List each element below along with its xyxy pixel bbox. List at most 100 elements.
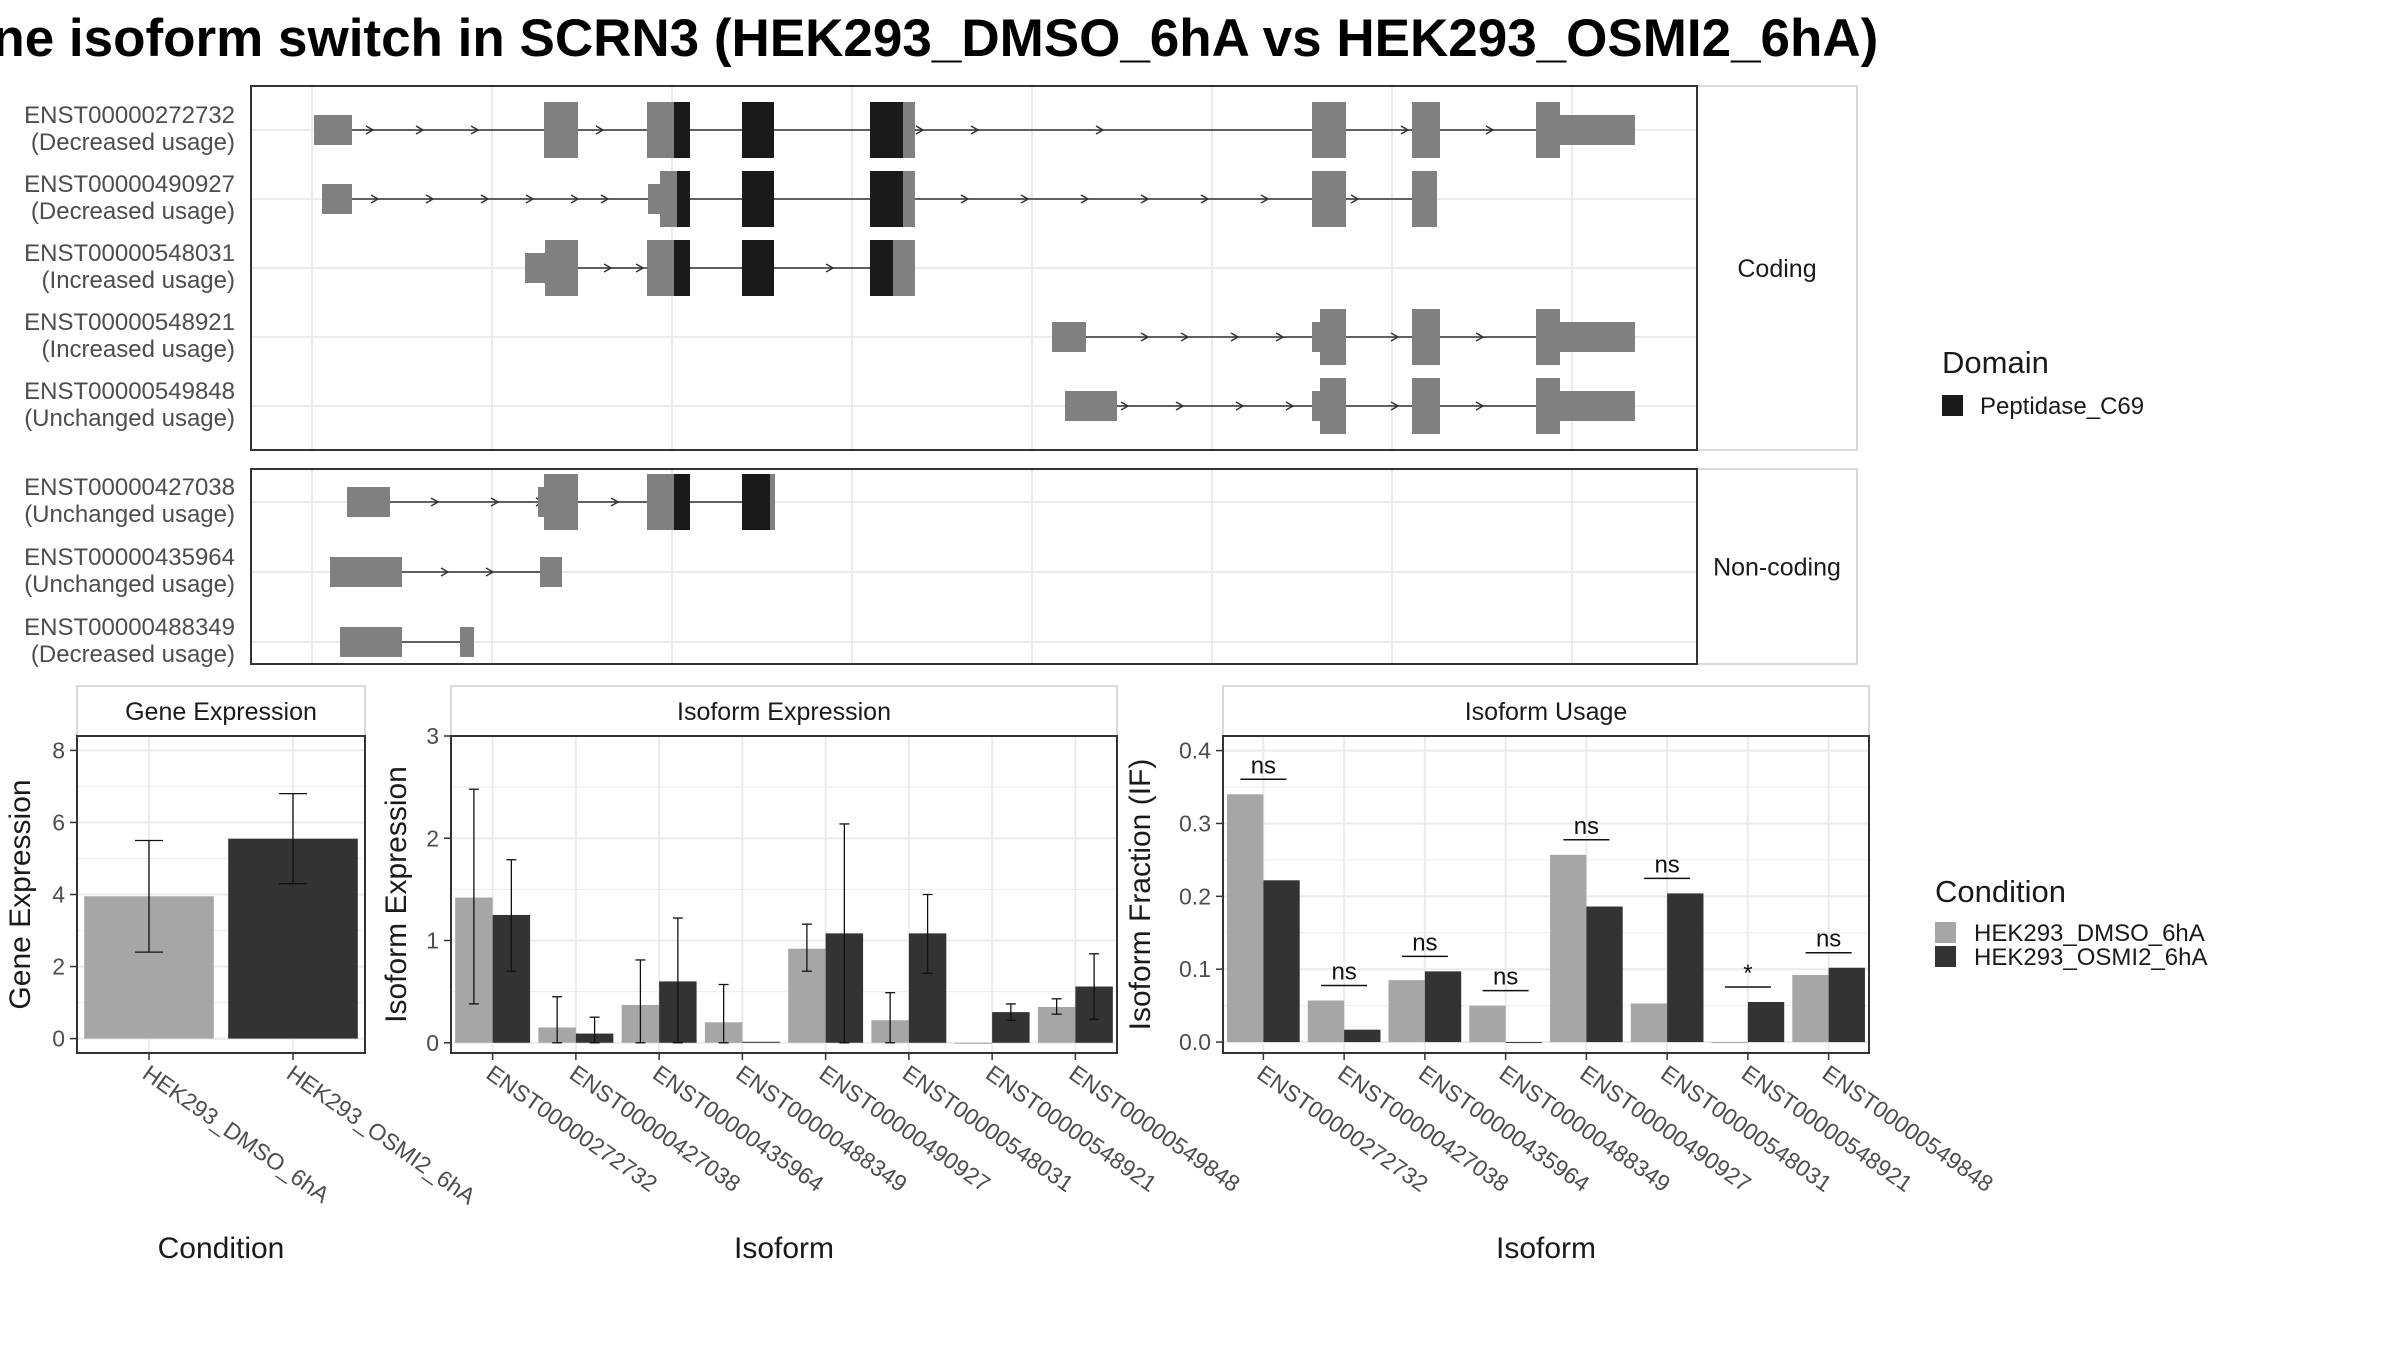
utr-exon [1065, 391, 1117, 421]
utr-exon [347, 487, 390, 517]
strand-arrow [425, 194, 435, 204]
utr-exon [322, 184, 352, 214]
bar [1307, 1000, 1345, 1043]
domain-legend-title: Domain [1942, 345, 2049, 380]
strand-arrow [1080, 194, 1090, 204]
strand-arrow [1200, 194, 1210, 204]
utr-exon [1560, 322, 1635, 352]
panel-strip [1222, 685, 1870, 737]
transcript-id-label: ENST00000488349 [24, 614, 235, 641]
strand-arrow [1175, 401, 1185, 411]
coding-exon [903, 171, 915, 227]
domain-exon [742, 474, 770, 530]
panel-strip [76, 685, 366, 737]
domain-exon [742, 171, 774, 227]
strand-arrow [1485, 125, 1495, 135]
bar [1667, 893, 1704, 1043]
strand-arrow [1095, 125, 1105, 135]
bar [742, 1041, 780, 1043]
condition-legend-key-dmso [1935, 922, 1956, 943]
strand-arrow [1285, 401, 1295, 411]
strand-arrow [915, 125, 925, 135]
transcript-id-label: ENST00000548031 [24, 240, 235, 267]
strand-arrow [1140, 332, 1150, 342]
x-axis-title: Condition [158, 1232, 285, 1265]
transcript-status-label: (Unchanged usage) [24, 501, 235, 528]
significance-label: ns [1251, 752, 1276, 779]
domain-legend-key [1942, 395, 1963, 416]
x-axis-title: Isoform [734, 1232, 834, 1265]
coding-strip-label: Coding [1737, 255, 1816, 283]
transcript-status-label: (Unchanged usage) [24, 405, 235, 432]
significance-label: ns [1412, 929, 1437, 956]
bar [1505, 1042, 1542, 1044]
transcript-status-label: (Decreased usage) [31, 198, 235, 225]
domain-legend-label: Peptidase_C69 [1980, 393, 2144, 420]
domain-exon [674, 240, 690, 296]
utr-exon [1560, 391, 1635, 421]
strand-arrow [1475, 401, 1485, 411]
y-tick-label: 2 [52, 954, 65, 980]
coding-exon [1320, 378, 1346, 434]
transcript-structure-plot: CodingNon-codingENST00000272732(Decrease… [24, 85, 1858, 668]
utr-exon [330, 557, 402, 587]
strand-arrow [485, 567, 495, 577]
significance-label: ns [1331, 959, 1356, 986]
strand-arrow [1230, 332, 1240, 342]
utr-exon [538, 487, 544, 517]
coding-exon [903, 102, 915, 158]
panel-border [450, 735, 1118, 1054]
strand-arrow [490, 497, 500, 507]
transcript-status-label: (Decreased usage) [31, 641, 235, 668]
strand-arrow [470, 125, 480, 135]
y-tick-label: 8 [52, 737, 65, 763]
coding-exon [1412, 102, 1440, 158]
transcript-id-label: ENST00000272732 [24, 102, 235, 129]
transcript-id-label: ENST00000427038 [24, 474, 235, 501]
coding-exon [1320, 309, 1346, 365]
gene-expression-chart: Gene Expression02468HEK293_DMSO_6hAHEK29… [4, 685, 481, 1265]
strand-arrow [1390, 401, 1400, 411]
domain-exon [674, 102, 690, 158]
y-tick-label: 6 [52, 809, 65, 835]
coding-exon [544, 102, 578, 158]
bar [1550, 854, 1587, 1043]
coding-exon [1536, 309, 1560, 365]
noncoding-strip-label: Non-coding [1713, 554, 1841, 582]
coding-exon [647, 240, 674, 296]
strand-arrow [600, 194, 610, 204]
strand-arrow [370, 194, 380, 204]
transcript-id-label: ENST00000490927 [24, 171, 235, 198]
y-tick-label: 0.2 [1179, 883, 1211, 909]
bar [954, 1042, 993, 1044]
strand-arrow [610, 497, 620, 507]
domain-exon [870, 240, 893, 296]
significance-label: ns [1493, 964, 1518, 991]
coding-exon [647, 102, 674, 158]
bar [1828, 967, 1865, 1043]
coding-exon [544, 474, 578, 530]
strand-arrow [570, 194, 580, 204]
coding-exon [1536, 378, 1560, 434]
significance-label: ns [1574, 813, 1599, 840]
bar [1263, 880, 1300, 1043]
coding-exon [1412, 378, 1440, 434]
bar [1630, 1003, 1668, 1043]
bar [1747, 1001, 1785, 1043]
coding-exon [1312, 102, 1346, 158]
y-tick-label: 0 [52, 1026, 65, 1052]
strand-arrow [365, 125, 375, 135]
strand-arrow [595, 125, 605, 135]
coding-exon [660, 171, 677, 227]
strand-arrow [603, 263, 613, 273]
coding-exon [1536, 102, 1560, 158]
transcript-status-label: (Increased usage) [42, 267, 235, 294]
y-axis-title: Gene Expression [4, 779, 37, 1009]
condition-legend-key-osmi [1935, 946, 1956, 967]
transcript-status-label: (Increased usage) [42, 336, 235, 363]
coding-exon [770, 474, 775, 530]
transcript-status-label: (Decreased usage) [31, 129, 235, 156]
condition-legend-label: HEK293_DMSO_6hA [1974, 920, 2205, 947]
domain-exon [742, 240, 774, 296]
transcript-id-label: ENST00000548921 [24, 309, 235, 336]
